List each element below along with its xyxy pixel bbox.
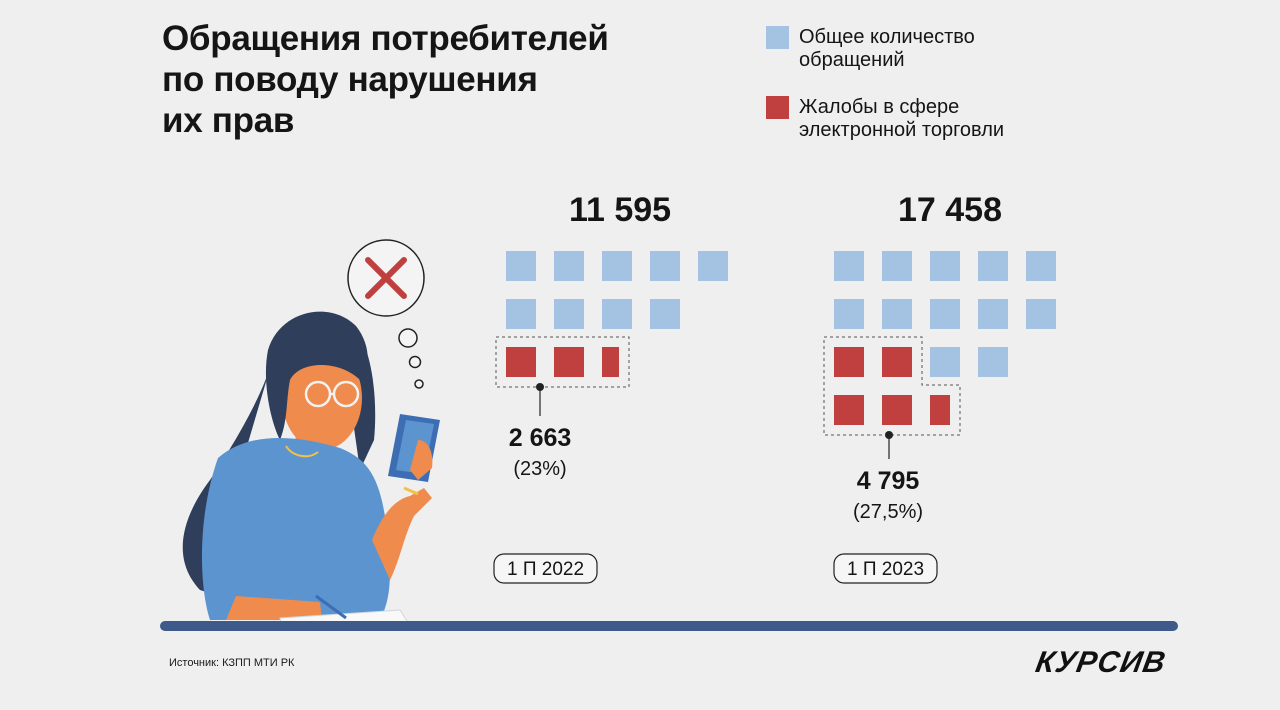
- legend-swatch-total: [766, 26, 789, 49]
- ecommerce-unit-square: [882, 347, 912, 377]
- ecommerce-dashed-outline: [823, 336, 961, 436]
- legend-swatch-ecommerce: [766, 96, 789, 119]
- group-2022: 11 595 2 663 (23%) 1 П 2022: [493, 191, 728, 584]
- hair-top: [265, 311, 368, 440]
- glasses-icon: [304, 380, 360, 408]
- legend-item-ecommerce: Жалобы в сфере электронной торговли: [766, 96, 1059, 142]
- legend-label-total: Общее количество обращений: [799, 26, 1059, 72]
- brand-logo: КУРСИВ: [1033, 646, 1169, 679]
- ecommerce-unit-square: [930, 395, 950, 425]
- total-unit-square: [882, 251, 912, 281]
- arm: [215, 470, 300, 614]
- period-badge: [493, 553, 598, 584]
- total-unit-square: [698, 251, 728, 281]
- table-line: [160, 621, 1178, 631]
- page-title: Обращения потребителей по поводу нарушен…: [162, 18, 722, 141]
- source-note: Источник: КЗПП МТИ РК: [169, 657, 295, 669]
- total-unit-square: [930, 299, 960, 329]
- total-unit-square: [978, 347, 1008, 377]
- ecommerce-dashed-outline: [495, 336, 630, 388]
- total-unit-square: [554, 299, 584, 329]
- legend-label-line: обращений: [799, 49, 905, 71]
- ecommerce-share-label: (27,5%): [853, 501, 923, 523]
- period-badge: [833, 553, 938, 584]
- legend-label-line: Жалобы в сфере: [799, 96, 960, 118]
- fingers: [410, 440, 433, 480]
- ecommerce-value-label: 4 795: [857, 467, 920, 495]
- period-label: 1 П 2023: [847, 559, 924, 580]
- total-unit-square: [930, 347, 960, 377]
- total-unit-square: [978, 251, 1008, 281]
- total-unit-square: [650, 251, 680, 281]
- legend-label-line: электронной торговли: [799, 119, 1005, 141]
- group-2023: 17 458 4 795 (27,5%) 1 П 2023: [823, 191, 1056, 584]
- hand: [226, 596, 322, 620]
- ecommerce-value-label: 2 663: [509, 424, 572, 452]
- thought-dot: [414, 379, 424, 389]
- ecommerce-outline: [823, 336, 961, 459]
- ecommerce-outline: [495, 336, 630, 416]
- legend-item-total: Общее количество обращений: [766, 26, 1059, 72]
- thought-dot: [398, 328, 418, 348]
- title-line: Обращения потребителей: [162, 19, 609, 58]
- total-unit-square: [554, 251, 584, 281]
- total-unit-square: [602, 299, 632, 329]
- legend-label-line: Общее количество: [799, 26, 975, 48]
- ecommerce-unit-square: [882, 395, 912, 425]
- legend: Общее количество обращений Жалобы в сфер…: [766, 26, 1059, 142]
- ecommerce-unit-square: [834, 395, 864, 425]
- total-unit-square: [602, 251, 632, 281]
- ecommerce-unit-square: [554, 347, 584, 377]
- pointer-dot: [885, 431, 893, 439]
- forearm: [372, 488, 432, 580]
- ecommerce-share-label: (23%): [513, 458, 566, 480]
- total-unit-square: [930, 251, 960, 281]
- total-unit-square: [978, 299, 1008, 329]
- square-grid: [834, 251, 1056, 425]
- legend-label-ecommerce: Жалобы в сфере электронной торговли: [799, 96, 1059, 142]
- total-unit-square: [882, 299, 912, 329]
- total-value-label: 17 458: [898, 191, 1002, 229]
- total-unit-square: [650, 299, 680, 329]
- ecommerce-unit-square: [834, 347, 864, 377]
- ecommerce-unit-square: [602, 347, 619, 377]
- bracelet: [403, 486, 419, 496]
- total-unit-square: [834, 251, 864, 281]
- thought-dot: [408, 355, 422, 369]
- total-unit-square: [1026, 251, 1056, 281]
- total-value-label: 11 595: [569, 191, 671, 229]
- total-unit-square: [506, 251, 536, 281]
- title-line: их прав: [162, 101, 295, 140]
- period-label: 1 П 2022: [507, 559, 584, 580]
- square-grid: [506, 251, 728, 377]
- total-unit-square: [834, 299, 864, 329]
- title-line: по поводу нарушения: [162, 60, 538, 99]
- total-unit-square: [1026, 299, 1056, 329]
- pen: [315, 594, 347, 620]
- pointer-dot: [536, 383, 544, 391]
- ecommerce-unit-square: [506, 347, 536, 377]
- cross-icon: [365, 257, 407, 299]
- total-unit-square: [506, 299, 536, 329]
- necklace: [285, 445, 319, 458]
